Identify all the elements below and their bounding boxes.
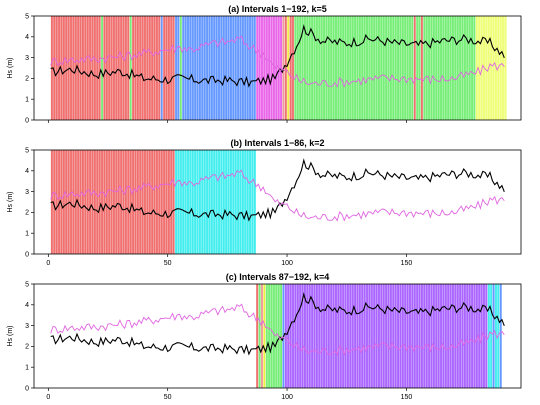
- x-tick-label: 100: [281, 394, 293, 401]
- segment-band: [287, 16, 290, 120]
- segment-band: [256, 16, 283, 120]
- y-tick-label: 1: [25, 97, 29, 104]
- segment-band: [420, 16, 424, 120]
- y-tick-label: 5: [25, 13, 29, 20]
- panel-title: (c) Intervals 87−192, k=4: [226, 272, 330, 282]
- series-line-1: [50, 292, 505, 356]
- y-tick-label: 2: [25, 210, 29, 217]
- x-tick-label: 0: [46, 260, 50, 267]
- segment-band: [258, 284, 261, 388]
- panel-title: (a) Intervals 1−192, k=5: [228, 4, 327, 14]
- y-axis-label: Hs (m): [7, 326, 14, 347]
- segment-band: [103, 16, 130, 120]
- x-tick-label: 150: [401, 394, 413, 401]
- x-tick-label: 100: [281, 260, 293, 267]
- segment-band: [499, 284, 502, 388]
- segment-band: [256, 284, 259, 388]
- y-tick-label: 4: [25, 168, 29, 175]
- segment-band: [284, 284, 488, 388]
- segment-band: [263, 284, 266, 388]
- y-tick-label: 5: [25, 147, 29, 154]
- y-tick-label: 0: [25, 385, 29, 392]
- y-tick-label: 3: [25, 323, 29, 330]
- segment-band: [265, 284, 283, 388]
- series-line-1: [50, 158, 505, 222]
- segment-band: [162, 16, 175, 120]
- segment-band: [179, 16, 183, 120]
- interval-separators: [50, 16, 507, 120]
- y-tick-label: 2: [25, 344, 29, 351]
- y-axis-label: Hs (m): [7, 192, 14, 213]
- y-tick-label: 3: [25, 189, 29, 196]
- segment-band: [160, 16, 163, 120]
- y-tick-label: 0: [25, 251, 29, 258]
- segment-bands: [256, 284, 502, 388]
- y-tick-label: 3: [25, 55, 29, 62]
- y-tick-label: 2: [25, 76, 29, 83]
- segment-band: [284, 16, 288, 120]
- plot-frame: [33, 149, 522, 255]
- series-line-2: [50, 303, 505, 356]
- y-tick-label: 1: [25, 365, 29, 372]
- segment-band: [260, 284, 264, 388]
- panel-title: (b) Intervals 1−86, k=2: [230, 138, 324, 148]
- series-line-2: [50, 35, 505, 88]
- segment-band: [100, 16, 104, 120]
- x-tick-label: 50: [164, 260, 172, 267]
- y-tick-label: 4: [25, 34, 29, 41]
- segment-band: [129, 16, 132, 120]
- x-tick-label: 0: [46, 394, 50, 401]
- segment-band: [182, 16, 257, 120]
- interval-separators: [255, 284, 503, 388]
- x-tick-label: 50: [164, 394, 172, 401]
- y-axis-label: Hs (m): [7, 58, 14, 79]
- segment-band: [492, 284, 495, 388]
- y-tick-label: 0: [25, 117, 29, 124]
- segment-band: [475, 16, 507, 120]
- y-tick-label: 1: [25, 231, 29, 238]
- segment-band: [413, 16, 416, 120]
- interval-separators: [50, 150, 257, 254]
- plot-frame: [33, 283, 522, 389]
- panel-a: (a) Intervals 1−192, k=5 0 1 2 3 4 5 Hs (m): [7, 4, 522, 124]
- y-tick-label: 5: [25, 281, 29, 288]
- x-tick-label: 150: [401, 260, 413, 267]
- series-line-2: [50, 169, 505, 222]
- series-line-1: [50, 24, 505, 88]
- y-tick-label: 4: [25, 302, 29, 309]
- plot-frame: [33, 15, 522, 121]
